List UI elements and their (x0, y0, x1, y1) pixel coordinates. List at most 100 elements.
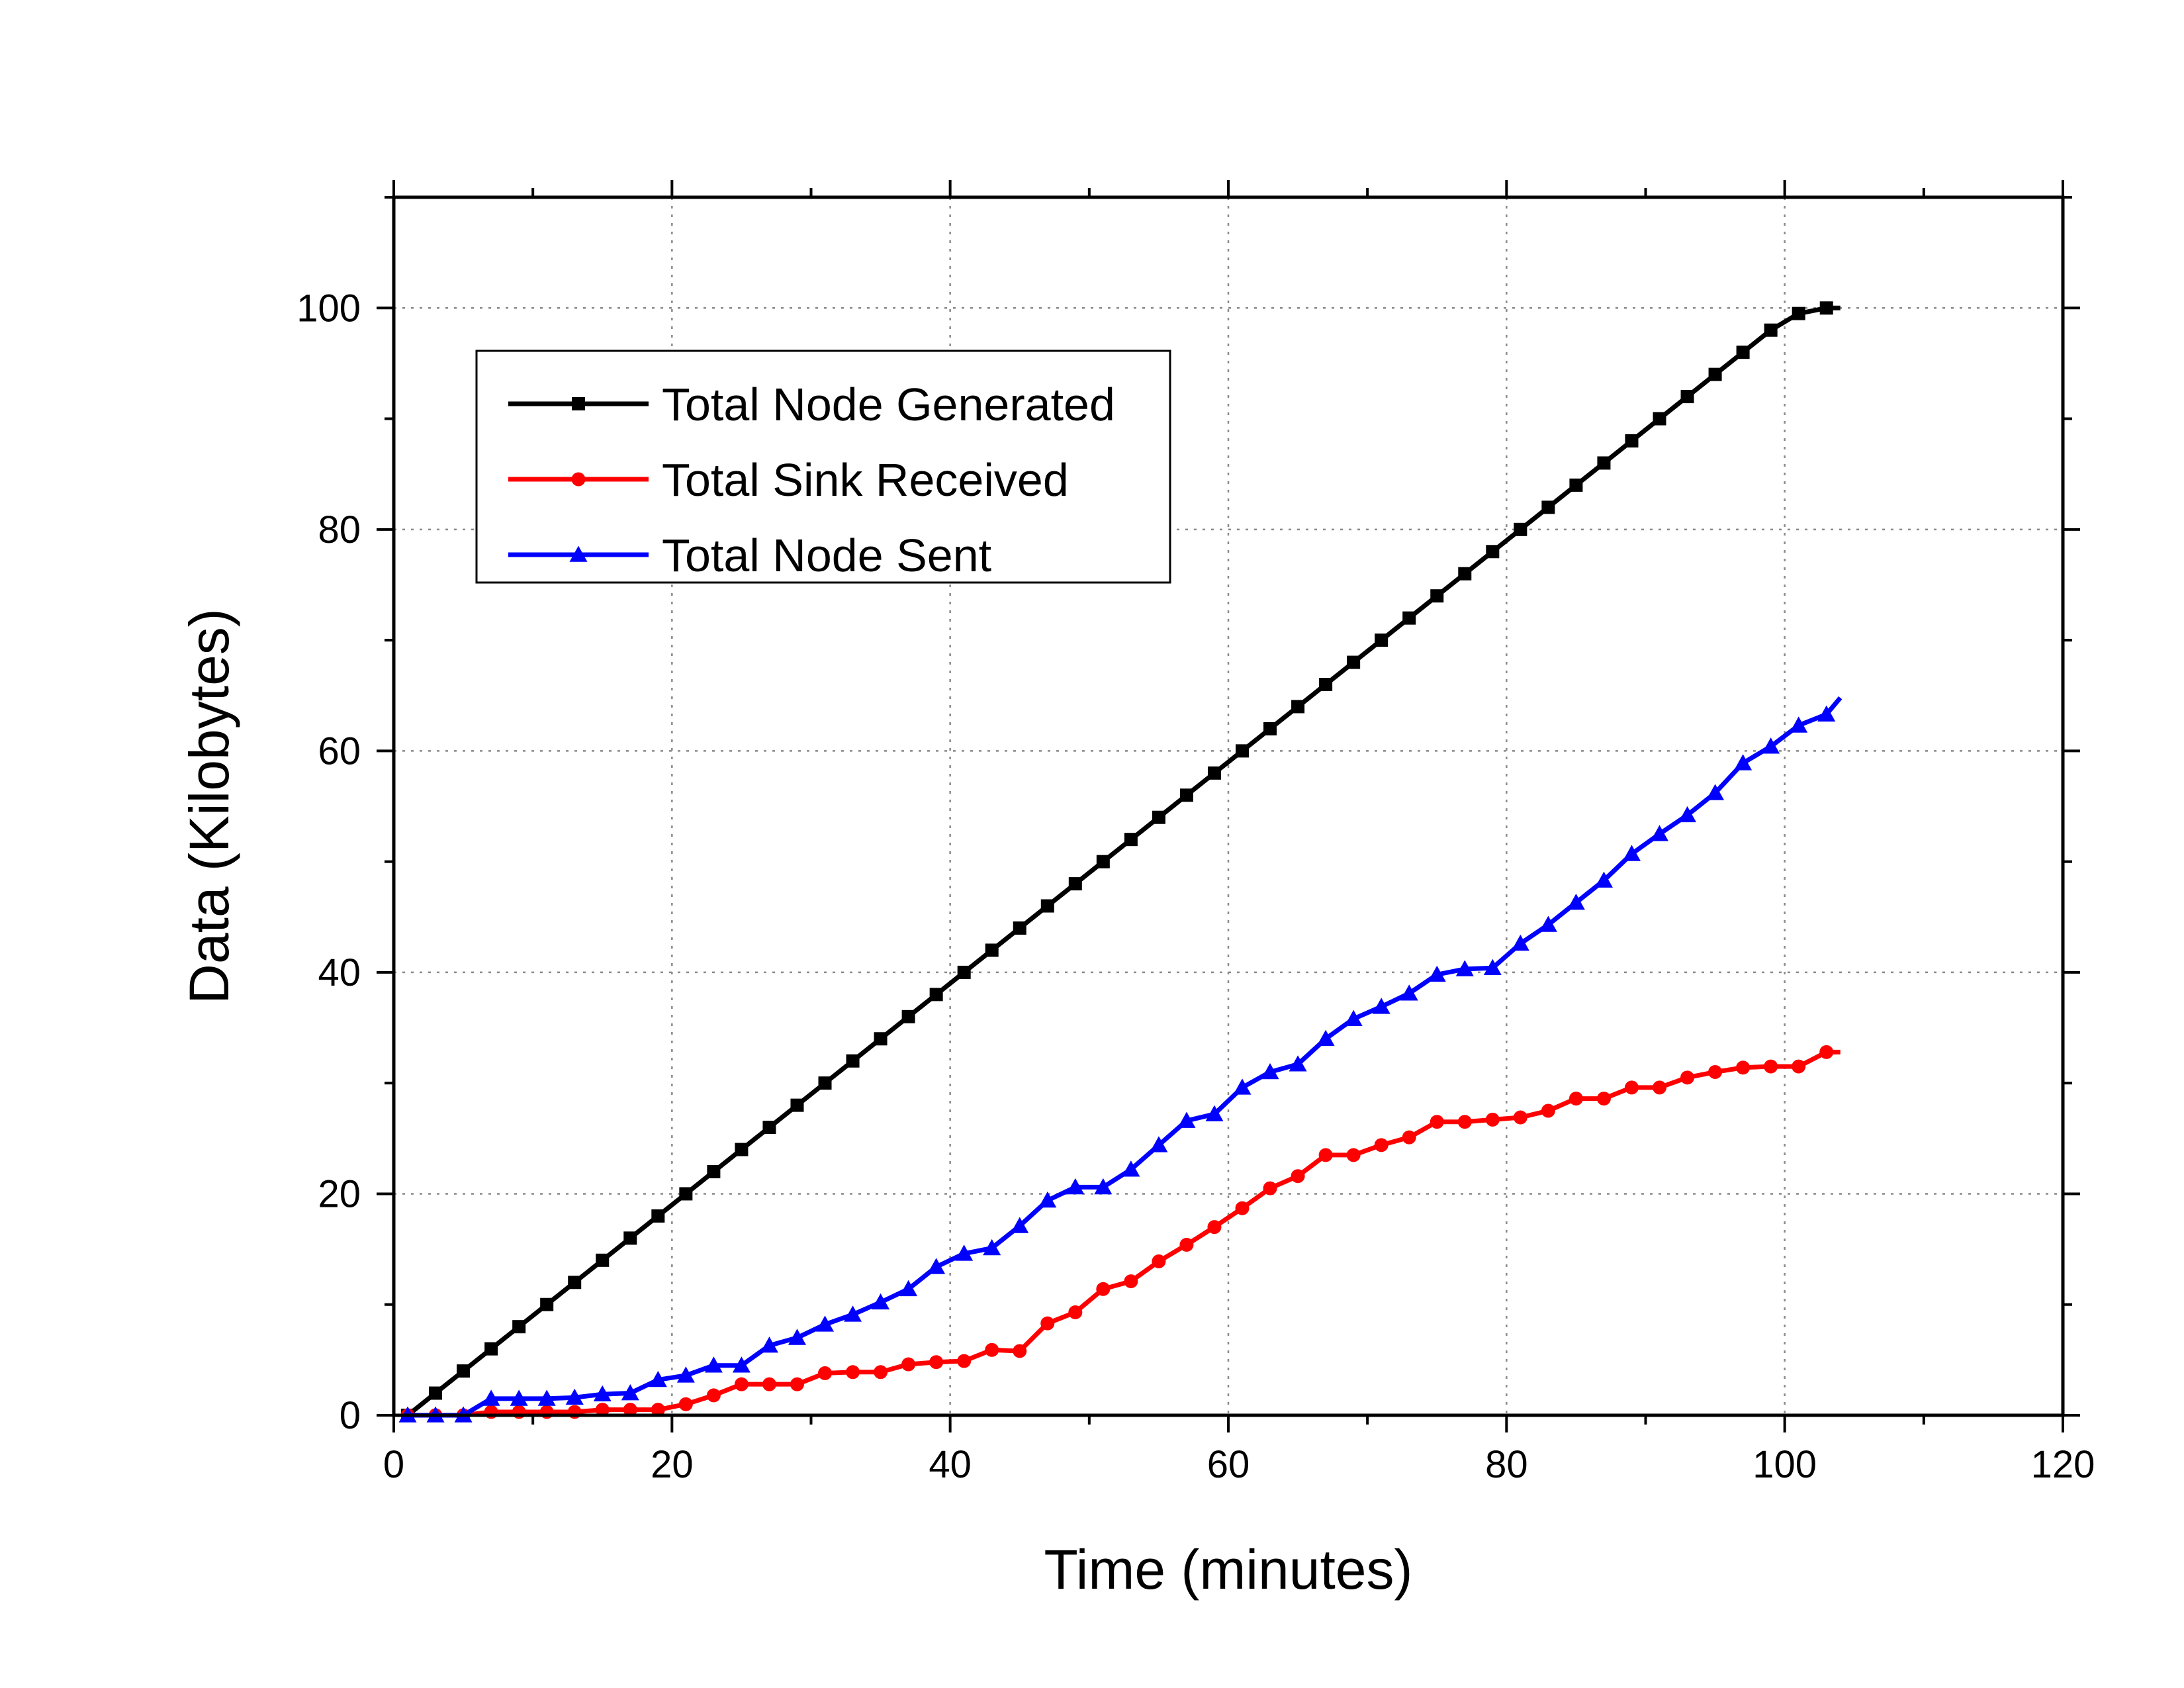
data-point (1486, 545, 1500, 559)
data-point (593, 1385, 612, 1402)
data-point (872, 1293, 890, 1310)
data-point (707, 1165, 721, 1178)
data-point (1817, 705, 1836, 722)
data-point (816, 1315, 835, 1332)
data-point (1485, 1112, 1500, 1127)
data-point (1736, 346, 1750, 359)
data-point (1122, 1160, 1140, 1177)
legend-marker (572, 397, 585, 410)
y-tick-label: 40 (318, 951, 361, 994)
data-point (1624, 1080, 1639, 1095)
data-point (1011, 1217, 1029, 1233)
data-point (1152, 810, 1165, 824)
data-point (1177, 1111, 1196, 1128)
legend-box (475, 350, 1171, 584)
data-point (482, 1389, 500, 1406)
data-point (1457, 1115, 1472, 1129)
data-point (1261, 1062, 1279, 1080)
data-point (1040, 899, 1054, 913)
data-point (955, 1244, 974, 1261)
data-point (899, 1280, 918, 1297)
data-point (1539, 915, 1557, 932)
data-point (1316, 1029, 1335, 1047)
legend-label: Total Node Sent (662, 530, 991, 581)
data-point (1569, 1092, 1583, 1106)
grid-lines (394, 197, 2063, 1415)
data-point (678, 1397, 693, 1411)
data-point (484, 1342, 498, 1356)
data-point (1207, 766, 1221, 780)
data-point (1291, 700, 1305, 714)
data-point (621, 1384, 639, 1401)
axis-ticks (377, 180, 2080, 1432)
data-point (874, 1365, 888, 1380)
data-point (1235, 1201, 1250, 1215)
data-point (1205, 1105, 1224, 1121)
data-point (846, 1365, 860, 1380)
data-point (1233, 1078, 1251, 1095)
data-point (568, 1276, 582, 1289)
data-point (676, 1366, 695, 1383)
data-point (1096, 1282, 1111, 1296)
data-point (1096, 855, 1110, 868)
data-point (1567, 894, 1585, 910)
data-point (762, 1377, 776, 1391)
x-tick-label: 120 (2031, 1443, 2095, 1486)
data-point (929, 988, 943, 1002)
data-point (1400, 984, 1418, 1001)
data-point (1734, 754, 1752, 771)
data-point (540, 1297, 554, 1311)
data-point (1764, 1059, 1778, 1074)
data-point (1372, 998, 1390, 1014)
data-point (1792, 306, 1805, 320)
y-tick-label: 0 (340, 1394, 361, 1437)
data-point (927, 1258, 946, 1274)
data-point (510, 1389, 528, 1406)
data-point (651, 1403, 665, 1417)
legend-entry: Total Node Generated (508, 379, 1115, 430)
x-axis-title: Time (minutes) (1044, 1538, 1413, 1601)
data-point (1513, 1110, 1527, 1125)
series-lines (398, 301, 1843, 1423)
data-point (1374, 1138, 1388, 1152)
data-point (623, 1231, 637, 1245)
data-point (1263, 722, 1277, 735)
data-point (762, 1121, 776, 1135)
data-point (1678, 806, 1697, 823)
data-point (1708, 1064, 1723, 1079)
legend-label: Total Sink Received (662, 454, 1069, 506)
data-point (985, 943, 999, 957)
y-tick-label: 100 (296, 287, 361, 330)
data-point (1124, 833, 1138, 847)
legend-marker (571, 472, 586, 487)
data-point (734, 1377, 749, 1391)
legend-entry: Total Sink Received (508, 454, 1069, 506)
data-point (1068, 877, 1082, 891)
data-point (512, 1320, 526, 1334)
data-point (1347, 655, 1361, 669)
data-point (1790, 716, 1808, 733)
data-point (596, 1253, 610, 1267)
data-point (1651, 825, 1669, 841)
data-point (1236, 744, 1250, 758)
x-tick-label: 100 (1752, 1443, 1817, 1486)
y-tick-label: 80 (318, 508, 361, 551)
data-point (1013, 921, 1026, 935)
data-point (1708, 367, 1722, 381)
data-point (457, 1364, 471, 1378)
data-point (1792, 1059, 1806, 1074)
data-point (1038, 1191, 1057, 1208)
data-point (735, 1143, 749, 1156)
x-tick-label: 0 (383, 1443, 404, 1486)
data-point (651, 1209, 665, 1223)
data-point (1179, 788, 1193, 802)
data-point (1680, 1070, 1695, 1085)
x-tick-label: 80 (1485, 1443, 1528, 1486)
data-point (1179, 1237, 1194, 1252)
data-point (1430, 1115, 1444, 1129)
data-point (1319, 678, 1333, 691)
data-point (1040, 1316, 1055, 1331)
data-point (1762, 737, 1780, 754)
data-point (1402, 1130, 1416, 1145)
